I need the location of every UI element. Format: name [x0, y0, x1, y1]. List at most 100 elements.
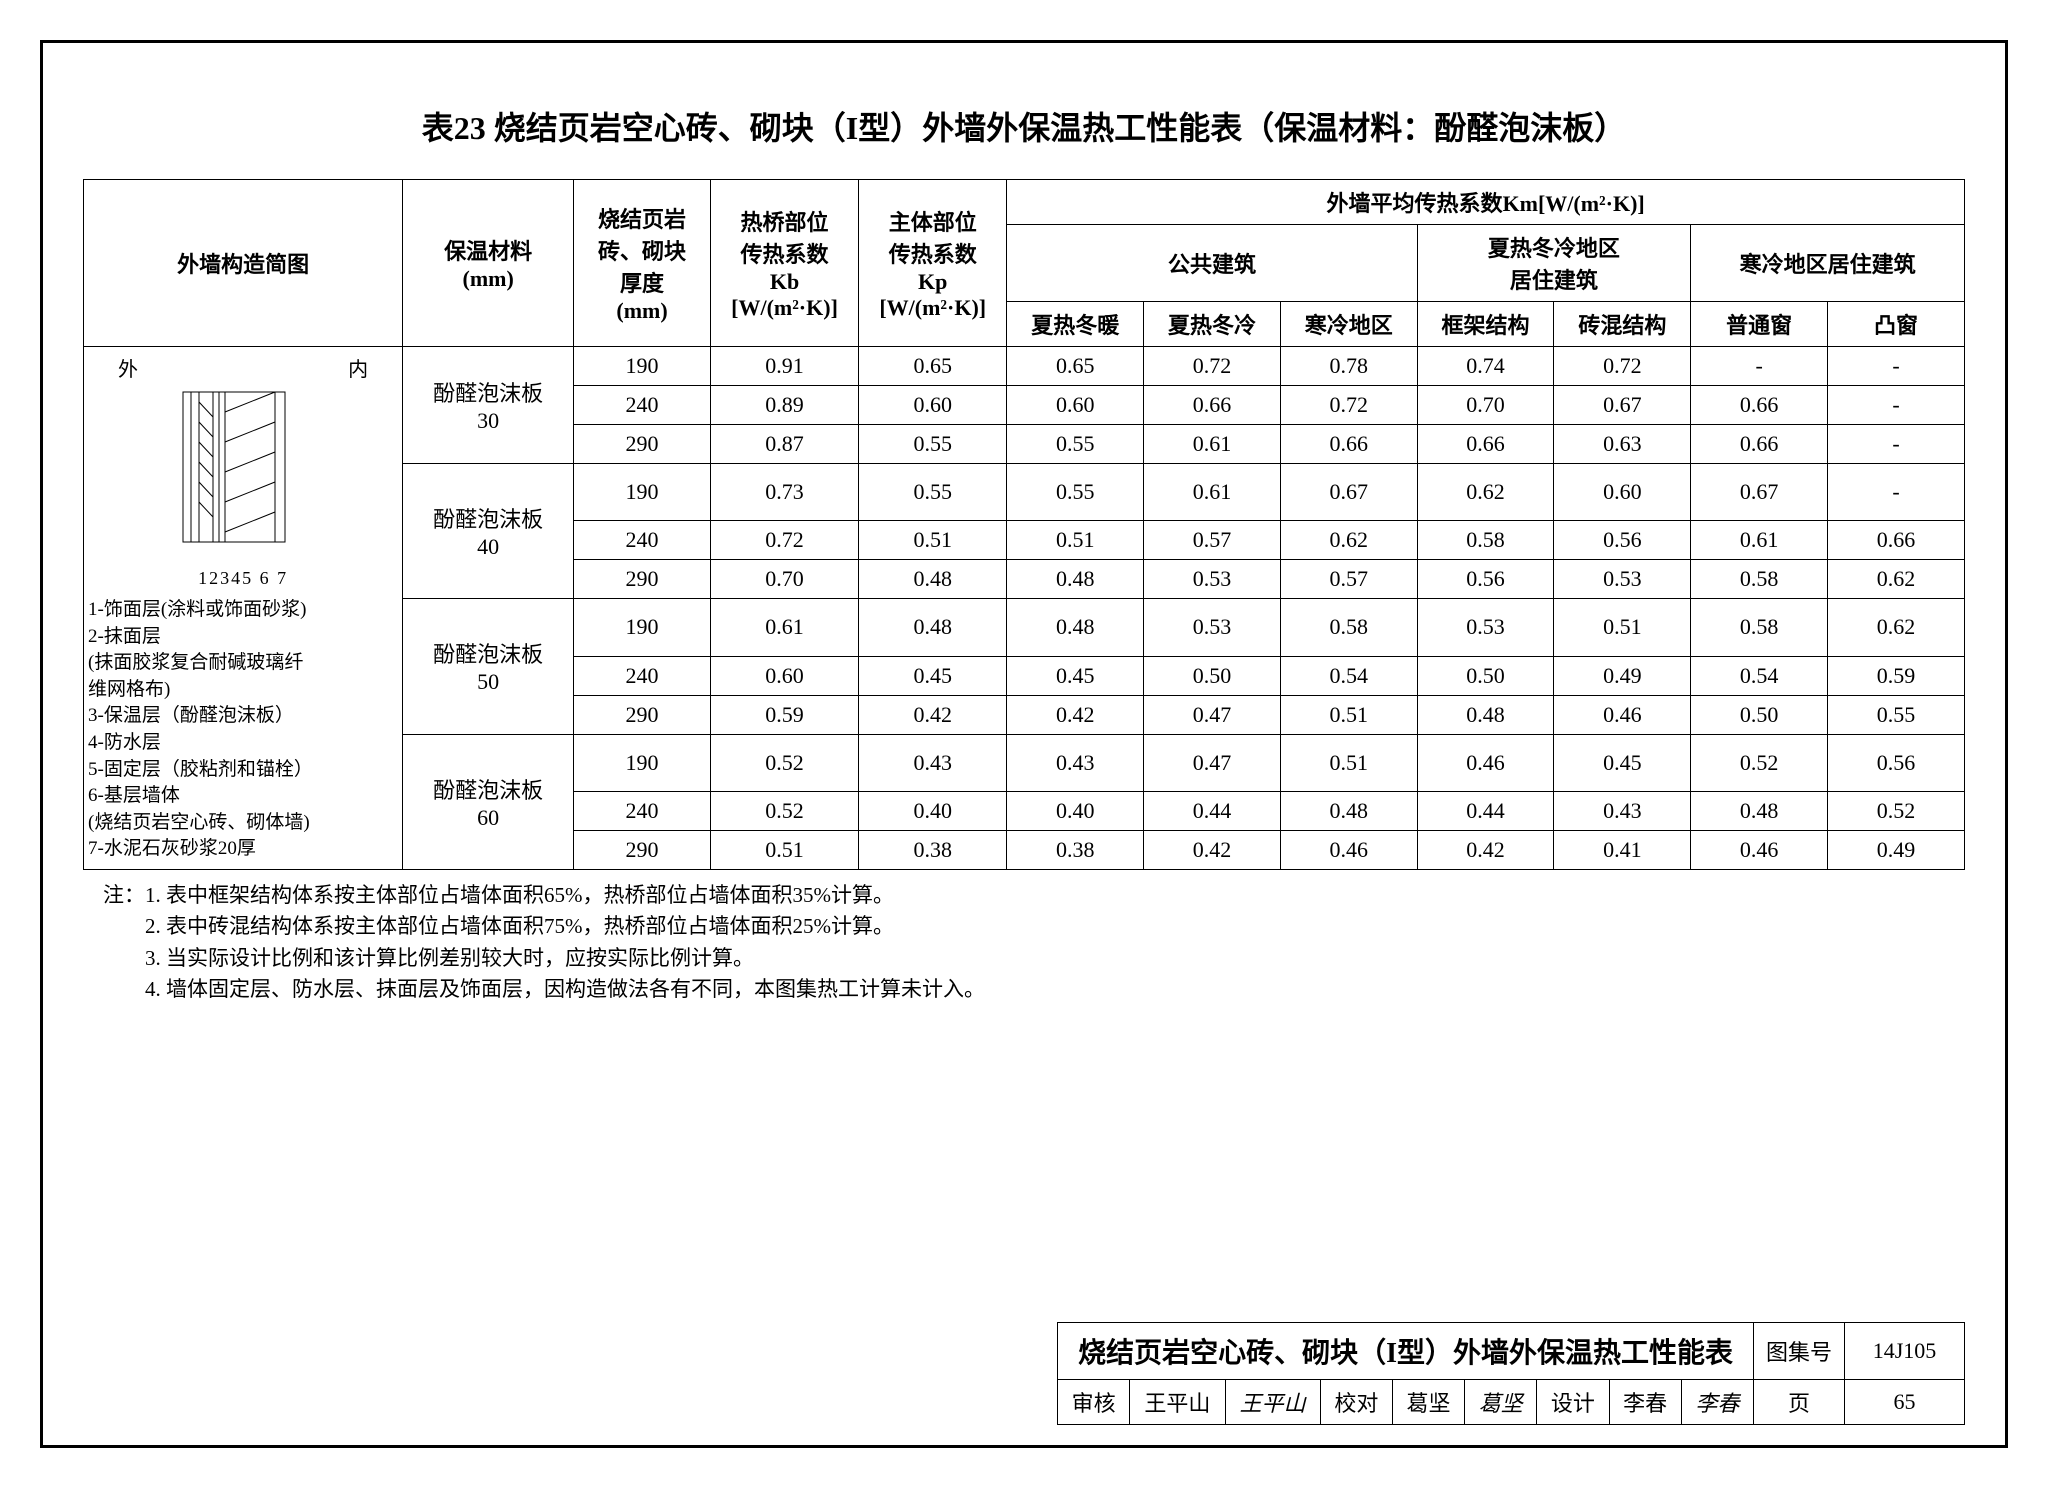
data-cell: 290 — [574, 695, 711, 734]
data-cell: 0.55 — [859, 464, 1007, 521]
data-cell: 0.56 — [1554, 521, 1691, 560]
data-cell: 0.45 — [1554, 734, 1691, 791]
tb-review-name: 王平山 — [1130, 1380, 1225, 1425]
tb-review-label: 审核 — [1058, 1380, 1130, 1425]
data-cell: 0.42 — [1144, 830, 1281, 869]
data-cell: 0.40 — [1007, 791, 1144, 830]
data-cell: 190 — [574, 599, 711, 656]
data-cell: - — [1828, 425, 1965, 464]
data-cell: 0.52 — [710, 734, 858, 791]
data-cell: 0.72 — [710, 521, 858, 560]
data-cell: 0.66 — [1280, 425, 1417, 464]
hdr-kp: 主体部位 传热系数 Kp [W/(m²·K)] — [859, 180, 1007, 347]
data-cell: 0.57 — [1280, 560, 1417, 599]
tb-check-sig: 葛坚 — [1465, 1380, 1537, 1425]
diagram-nums: 12345 6 7 — [88, 568, 398, 589]
data-cell: 0.59 — [710, 695, 858, 734]
data-cell: 0.46 — [1280, 830, 1417, 869]
hdr-cold: 寒冷地区居住建筑 — [1691, 225, 1965, 302]
drawing-frame: 表23 烧结页岩空心砖、砌块（I型）外墙外保温热工性能表（保温材料：酚醛泡沫板）… — [40, 40, 2008, 1448]
data-cell: 190 — [574, 464, 711, 521]
data-cell: 0.67 — [1691, 464, 1828, 521]
data-cell: 0.57 — [1144, 521, 1281, 560]
data-cell: 190 — [574, 347, 711, 386]
data-cell: - — [1828, 386, 1965, 425]
material-cell: 酚醛泡沫板 30 — [403, 347, 574, 464]
data-cell: 0.65 — [1007, 347, 1144, 386]
data-cell: 0.45 — [1007, 656, 1144, 695]
data-cell: 0.53 — [1144, 560, 1281, 599]
data-cell: 0.72 — [1144, 347, 1281, 386]
data-cell: 0.52 — [1691, 734, 1828, 791]
hdr-sub-4: 砖混结构 — [1554, 302, 1691, 347]
hdr-diagram: 外墙构造简图 — [84, 180, 403, 347]
material-cell: 酚醛泡沫板 40 — [403, 464, 574, 599]
hdr-sub-1: 夏热冬冷 — [1144, 302, 1281, 347]
data-cell: 0.52 — [1828, 791, 1965, 830]
data-cell: 0.53 — [1554, 560, 1691, 599]
hdr-sub-5: 普通窗 — [1691, 302, 1828, 347]
data-cell: 0.42 — [1007, 695, 1144, 734]
data-cell: 0.46 — [1417, 734, 1554, 791]
data-cell: 0.54 — [1691, 656, 1828, 695]
hdr-material: 保温材料 (mm) — [403, 180, 574, 347]
notes-label: 注： — [103, 883, 145, 907]
data-cell: 0.50 — [1691, 695, 1828, 734]
data-cell: 0.61 — [1144, 425, 1281, 464]
data-cell: 0.60 — [1554, 464, 1691, 521]
data-cell: 0.40 — [859, 791, 1007, 830]
data-cell: 0.74 — [1417, 347, 1554, 386]
data-cell: 0.49 — [1554, 656, 1691, 695]
tb-page: 65 — [1845, 1380, 1965, 1425]
data-cell: 0.47 — [1144, 695, 1281, 734]
data-cell: 0.38 — [859, 830, 1007, 869]
data-cell: 0.42 — [859, 695, 1007, 734]
data-cell: 0.67 — [1554, 386, 1691, 425]
data-cell: 0.70 — [710, 560, 858, 599]
data-cell: 0.62 — [1828, 599, 1965, 656]
data-cell: - — [1691, 347, 1828, 386]
data-cell: 0.46 — [1691, 830, 1828, 869]
table-row: 外 内 12345 6 7 1-饰面层(涂料或饰面砂浆)2-抹面层(抹面胶浆复合… — [84, 347, 1965, 386]
data-cell: - — [1828, 347, 1965, 386]
tb-setnum-label: 图集号 — [1753, 1323, 1844, 1380]
diagram-cell: 外 内 12345 6 7 1-饰面层(涂料或饰面砂浆)2-抹面层(抹面胶浆复合… — [84, 347, 403, 870]
data-cell: 0.48 — [1007, 599, 1144, 656]
hdr-km: 外墙平均传热系数Km[W/(m²·K)] — [1007, 180, 1965, 225]
wall-section-icon — [143, 382, 343, 562]
data-cell: 0.54 — [1280, 656, 1417, 695]
hdr-sub-6: 凸窗 — [1828, 302, 1965, 347]
data-cell: 0.61 — [1144, 464, 1281, 521]
material-cell: 酚醛泡沫板 50 — [403, 599, 574, 734]
data-cell: 0.63 — [1554, 425, 1691, 464]
table-title: 表23 烧结页岩空心砖、砌块（I型）外墙外保温热工性能表（保温材料：酚醛泡沫板） — [83, 103, 1965, 149]
data-cell: 0.60 — [859, 386, 1007, 425]
data-cell: 0.66 — [1691, 386, 1828, 425]
data-cell: 0.62 — [1828, 560, 1965, 599]
data-cell: 290 — [574, 830, 711, 869]
hdr-sub-0: 夏热冬暖 — [1007, 302, 1144, 347]
data-cell: 0.58 — [1691, 560, 1828, 599]
data-cell: 0.91 — [710, 347, 858, 386]
data-cell: 0.43 — [859, 734, 1007, 791]
data-cell: 240 — [574, 386, 711, 425]
data-cell: 240 — [574, 521, 711, 560]
data-cell: 0.48 — [1417, 695, 1554, 734]
hdr-hotcold: 夏热冬冷地区 居住建筑 — [1417, 225, 1691, 302]
data-cell: 0.55 — [859, 425, 1007, 464]
data-cell: 0.56 — [1417, 560, 1554, 599]
data-cell: 0.58 — [1691, 599, 1828, 656]
data-cell: 0.42 — [1417, 830, 1554, 869]
data-cell: 0.55 — [1828, 695, 1965, 734]
data-cell: 0.51 — [1280, 695, 1417, 734]
data-cell: 0.51 — [710, 830, 858, 869]
data-cell: 0.66 — [1417, 425, 1554, 464]
data-cell: 0.89 — [710, 386, 858, 425]
data-cell: 0.67 — [1280, 464, 1417, 521]
label-outside: 外 — [118, 353, 138, 382]
label-inside: 内 — [348, 353, 368, 382]
data-cell: 0.49 — [1828, 830, 1965, 869]
data-cell: 0.43 — [1007, 734, 1144, 791]
data-cell: 0.53 — [1417, 599, 1554, 656]
data-cell: 0.41 — [1554, 830, 1691, 869]
